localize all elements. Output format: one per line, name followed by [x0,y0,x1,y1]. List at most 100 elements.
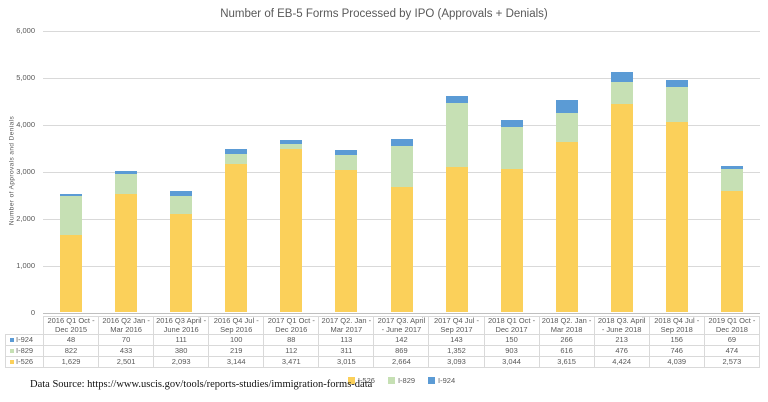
table-value-cell: 113 [318,334,375,347]
bar-segment-I-924 [114,171,137,174]
table-column-header: 2017 Q3. April - June 2017 [373,315,430,336]
series-key-icon [10,338,14,343]
bar-segment-I-924 [59,194,82,196]
gridline [43,125,760,126]
table-row-label: I-526 [5,356,44,369]
table-value-cell: 3,615 [538,356,595,369]
stacked-bar [500,120,523,312]
y-tick-label: 0 [30,308,35,317]
table-value-cell: 142 [373,334,430,347]
table-value-cell: 869 [373,345,430,358]
table-value-cell: 112 [263,345,320,358]
bar-segment-I-924 [445,96,468,103]
plot-area [43,31,760,314]
stacked-bar [666,80,689,312]
legend-label: I-829 [397,375,416,385]
legend-label: I-924 [438,375,456,385]
stacked-bar [445,96,468,312]
gridline [43,31,760,32]
table-column-header: 2019 Q1 Oct - Dec 2018 [703,315,761,336]
bar-segment-I-526 [666,122,689,312]
table-row: I-526 1,629 2,501 2,093 3,144 3,471 3,015 2,664… [5,356,761,369]
y-tick-label: 4,000 [16,120,35,129]
bar-segment-I-526 [114,194,137,312]
table-value-cell: 156 [648,334,705,347]
stacked-bar [555,100,578,312]
table-row: I-829 822 433 380 219 112 311 869 1,352 903 616 476… [5,345,761,358]
table-value-cell: 1,352 [428,345,485,358]
table-value-cell: 3,471 [263,356,320,369]
table-column-header: 2017 Q4 Jul - Sep 2017 [428,315,485,336]
table-value-cell: 69 [703,334,761,347]
bar-segment-I-924 [555,100,578,113]
table-column-header: 2018 Q4 Jul - Sep 2018 [648,315,705,336]
table-value-cell: 1,629 [42,356,100,369]
bar-segment-I-526 [390,187,413,312]
bar-segment-I-526 [169,214,192,312]
table-value-cell: 3,015 [318,356,375,369]
bar-segment-I-526 [445,167,468,312]
table-value-cell: 143 [428,334,485,347]
table-column-header: 2016 Q4 Jul - Sep 2016 [208,315,265,336]
bar-segment-I-924 [721,166,744,169]
legend-key-icon [347,376,355,384]
table-value-cell: 616 [538,345,595,358]
table-value-cell: 219 [208,345,265,358]
bar-segment-I-829 [59,196,82,235]
bar-segment-I-829 [280,144,303,149]
table-value-cell: 822 [42,345,100,358]
legend-key-icon [387,376,395,384]
table-row: I-924 48 70 111 100 88 113 142 143 150 266 213 156 69 [5,334,761,347]
stacked-bar [280,140,303,312]
table-value-cell: 2,664 [373,356,430,369]
bar-segment-I-526 [335,170,358,312]
legend-label: I-526 [357,375,375,385]
bar-segment-I-924 [611,72,634,82]
legend-key-icon [428,376,436,384]
series-name: I-829 [16,345,34,355]
table-value-cell: 311 [318,345,375,358]
bar-segment-I-924 [169,191,192,196]
bar-segment-I-829 [666,87,689,122]
table-value-cell: 4,039 [648,356,705,369]
table-value-cell: 2,093 [153,356,210,369]
legend: I-526 I-829 I-924 [43,374,760,386]
table-column-header: 2018 Q2. Jan - Mar 2018 [538,315,595,336]
table-value-cell: 111 [153,334,210,347]
table-value-cell: 2,501 [98,356,155,369]
series-name: I-526 [16,356,34,366]
bar-segment-I-526 [611,104,634,312]
legend-item-I-526: I-526 [347,375,375,385]
bar-segment-I-526 [721,191,744,312]
bar-segment-I-829 [114,174,137,194]
bar-segment-I-526 [225,164,248,312]
stacked-bar [721,166,744,312]
bar-segment-I-924 [280,140,303,144]
y-tick-label: 5,000 [16,73,35,82]
series-key-icon [10,349,14,354]
bar-segment-I-924 [390,139,413,146]
table-row-label: I-829 [5,345,44,358]
table-row-label: I-924 [5,334,44,347]
bar-segment-I-924 [500,120,523,127]
y-tick-label: 3,000 [16,167,35,176]
table-value-cell: 3,093 [428,356,485,369]
bar-segment-I-829 [445,103,468,167]
y-tick-label: 6,000 [16,26,35,35]
data-source-text: Data Source: https://www.uscis.gov/tools… [30,379,373,390]
chart-title: Number of EB-5 Forms Processed by IPO (A… [220,8,548,20]
table-value-cell: 476 [593,345,650,358]
table-value-cell: 266 [538,334,595,347]
table-value-cell: 4,424 [593,356,650,369]
stacked-bar [59,194,82,312]
bar-segment-I-829 [611,82,634,104]
bar-segment-I-829 [225,154,248,164]
bar-segment-I-924 [335,150,358,155]
table-value-cell: 70 [98,334,155,347]
data-table: 2016 Q1 Oct - Dec 2015 2016 Q2 Jan - Mar … [5,315,761,369]
bar-segment-I-829 [390,146,413,187]
stacked-bar [225,149,248,312]
y-tick-label: 1,000 [16,261,35,270]
table-value-cell: 3,144 [208,356,265,369]
bar-segment-I-526 [500,169,523,312]
